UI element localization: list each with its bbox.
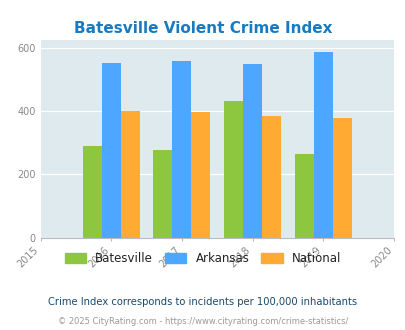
Text: Crime Index corresponds to incidents per 100,000 inhabitants: Crime Index corresponds to incidents per…	[48, 297, 357, 307]
Bar	[172, 61, 191, 238]
Bar	[191, 112, 210, 238]
Bar	[153, 150, 172, 238]
Bar	[102, 63, 120, 238]
Bar	[294, 154, 313, 238]
Bar	[120, 111, 139, 238]
Bar	[313, 52, 332, 238]
Legend: Batesville, Arkansas, National: Batesville, Arkansas, National	[60, 247, 345, 270]
Bar	[224, 101, 243, 238]
Bar	[332, 117, 351, 238]
Text: Batesville Violent Crime Index: Batesville Violent Crime Index	[74, 20, 331, 36]
Bar	[83, 146, 102, 238]
Bar	[261, 115, 280, 238]
Text: © 2025 CityRating.com - https://www.cityrating.com/crime-statistics/: © 2025 CityRating.com - https://www.city…	[58, 317, 347, 326]
Bar	[243, 64, 261, 238]
